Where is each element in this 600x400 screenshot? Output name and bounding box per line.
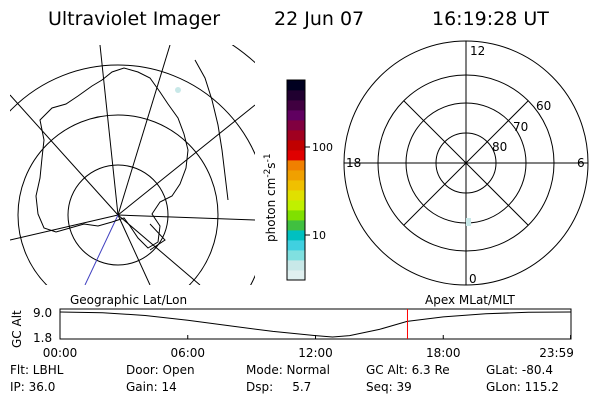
colorbar-cell [287,140,305,151]
colorbar-cell [287,250,305,261]
mlt-label-top: 12 [470,44,485,58]
meridian-line [99,45,119,216]
sun-direction-line [84,214,119,285]
timeline-left-label: Geographic Lat/Lon [70,293,187,307]
geographic-map [10,45,255,285]
colorbar-cell [287,150,305,161]
colorbar-cell [287,220,305,231]
colorbar-cell [287,80,305,91]
altitude-curve [59,311,571,338]
colorbar-scale [287,80,305,281]
footer-gc-alt: GC Alt: 6.3 Re [366,363,450,377]
colorbar-cell [287,180,305,191]
colorbar-cell [287,260,305,271]
colorbar-tick-label: 10 [312,229,326,242]
lat-label-60: 60 [536,99,551,113]
colorbar-cell [287,240,305,251]
colorbar-cell [287,160,305,171]
colorbar-cell [287,210,305,221]
colorbar: 100 10 photon cm-2s-1 [263,79,333,281]
footer-mode: Mode: Normal [246,363,330,377]
meridian-line [117,214,151,285]
colorbar-cell [287,200,305,211]
aurora-blob [175,87,181,93]
colorbar-cell [287,230,305,241]
colorbar-cell [287,110,305,121]
footer-dsp: Dsp: 5.7 [246,380,312,394]
colorbar-cell [287,170,305,181]
meridian-line [10,214,119,241]
footer-seq: Seq: 39 [366,380,412,394]
polar-mlt-plot [343,40,589,286]
time-label: 16:19:28 UT [432,8,549,30]
x-tick-label: 18:00 [426,346,461,360]
colorbar-cell [287,190,305,201]
footer-glat: GLat: -80.4 [486,363,553,377]
timeline-panel: Geographic Lat/Lon Apex MLat/MLT GC Alt … [10,293,574,360]
date-label: 22 Jun 07 [274,8,364,30]
timeline-right-label: Apex MLat/MLT [425,293,515,307]
timeline-axis-label: GC Alt [10,310,24,348]
footer-gain: Gain: 14 [126,380,177,394]
x-tick-label: 23:59 [539,346,574,360]
mlt-label-left: 18 [346,156,361,170]
colorbar-cell [287,130,305,141]
mlt-label-bottom: 0 [469,272,477,286]
polar-diagonal [403,100,529,226]
footer-filter: Flt: LBHL [10,363,64,377]
footer-glon: GLon: 115.2 [486,380,559,394]
colorbar-tick-label: 100 [312,141,333,154]
meridian-line [117,45,171,216]
footer-door: Door: Open [126,363,195,377]
colorbar-frame [286,79,306,281]
footer-ip: IP: 36.0 [10,380,56,394]
latitude-circle-2 [17,114,219,285]
meridian-line [117,214,255,221]
meridian-line [117,214,201,285]
x-tick-label: 00:00 [43,346,78,360]
y-tick-label: 9.0 [33,306,52,320]
x-tick-label: 06:00 [170,346,205,360]
latitude-circle-1 [10,64,255,285]
instrument-title: Ultraviolet Imager [48,8,220,30]
colorbar-cell [287,270,305,281]
x-tick-label: 12:00 [298,346,333,360]
lat-label-70: 70 [513,120,528,134]
meridian-line [10,94,119,216]
antarctica-coastline [35,67,189,249]
y-tick-label: 1.8 [33,331,52,345]
timeline-x-axis: 00:00 06:00 12:00 18:00 23:59 [43,335,574,360]
colorbar-unit-label: photon cm-2s-1 [263,153,278,242]
latitude-circle-3 [67,164,169,266]
mlt-label-right: 6 [577,156,585,170]
lat-label-80: 80 [492,140,507,154]
colorbar-cell [287,90,305,101]
coastline-detail [149,223,166,251]
coastline-detail [194,59,229,201]
colorbar-cell [287,100,305,111]
aurora-blob [466,218,471,226]
colorbar-cell [287,120,305,131]
